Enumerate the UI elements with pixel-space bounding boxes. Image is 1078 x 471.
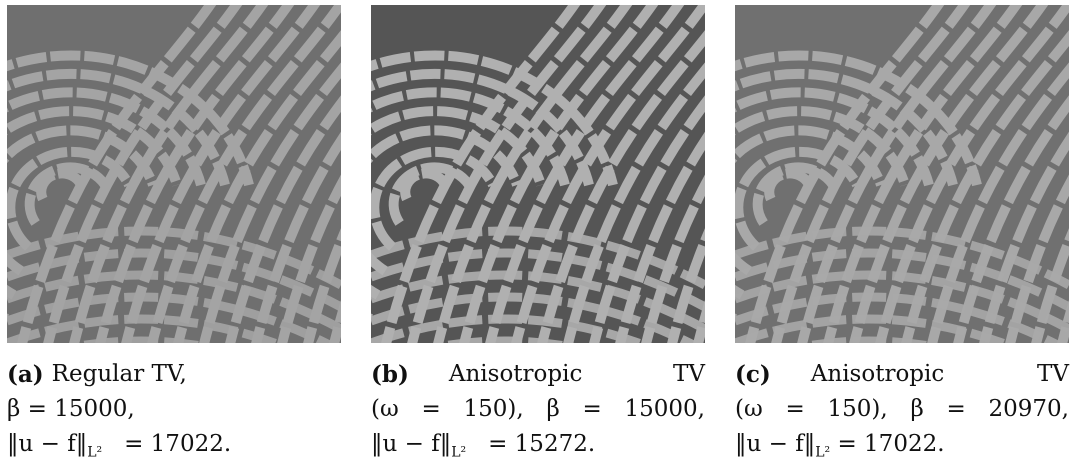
panel-label: (c) <box>735 357 771 392</box>
caption-text: (ω = 150), β = 20970, <box>735 392 1069 427</box>
norm: ‖u − f‖ <box>7 431 87 457</box>
caption-text: Anisotropic TV <box>811 357 1069 392</box>
caption: (c)Anisotropic TV (ω = 150), β = 20970, … <box>735 357 1069 471</box>
norm: ‖u − f‖ <box>371 431 451 457</box>
caption-text: β = 15000, <box>7 392 341 427</box>
caption: (b)Anisotropic TV (ω = 150), β = 15000, … <box>371 357 705 471</box>
norm-value: = 17022. <box>124 431 231 457</box>
norm-value: = 17022. <box>837 431 944 457</box>
fingerprint-image <box>7 5 341 343</box>
panel: (b)Anisotropic TV (ω = 150), β = 15000, … <box>371 5 705 471</box>
caption-text: (ω = 150), β = 15000, <box>371 392 705 427</box>
caption: (a)Regular TV, β = 15000, ‖u − f‖L² = 17… <box>7 357 341 471</box>
norm-sub: L² <box>451 445 466 461</box>
caption-text: Regular TV, <box>52 357 187 392</box>
panel-label: (b) <box>371 357 409 392</box>
norm-value: = 15272. <box>488 431 595 457</box>
fingerprint-image <box>371 5 705 343</box>
panel: (a)Regular TV, β = 15000, ‖u − f‖L² = 17… <box>7 5 341 471</box>
norm-sub: L² <box>87 445 102 461</box>
norm: ‖u − f‖ <box>735 431 815 457</box>
caption-text: Anisotropic TV <box>449 357 705 392</box>
figure: (a)Regular TV, β = 15000, ‖u − f‖L² = 17… <box>0 0 1078 471</box>
fingerprint-image <box>735 5 1069 343</box>
norm-sub: L² <box>815 445 830 461</box>
panel-label: (a) <box>7 357 44 392</box>
panel: (c)Anisotropic TV (ω = 150), β = 20970, … <box>735 5 1069 471</box>
